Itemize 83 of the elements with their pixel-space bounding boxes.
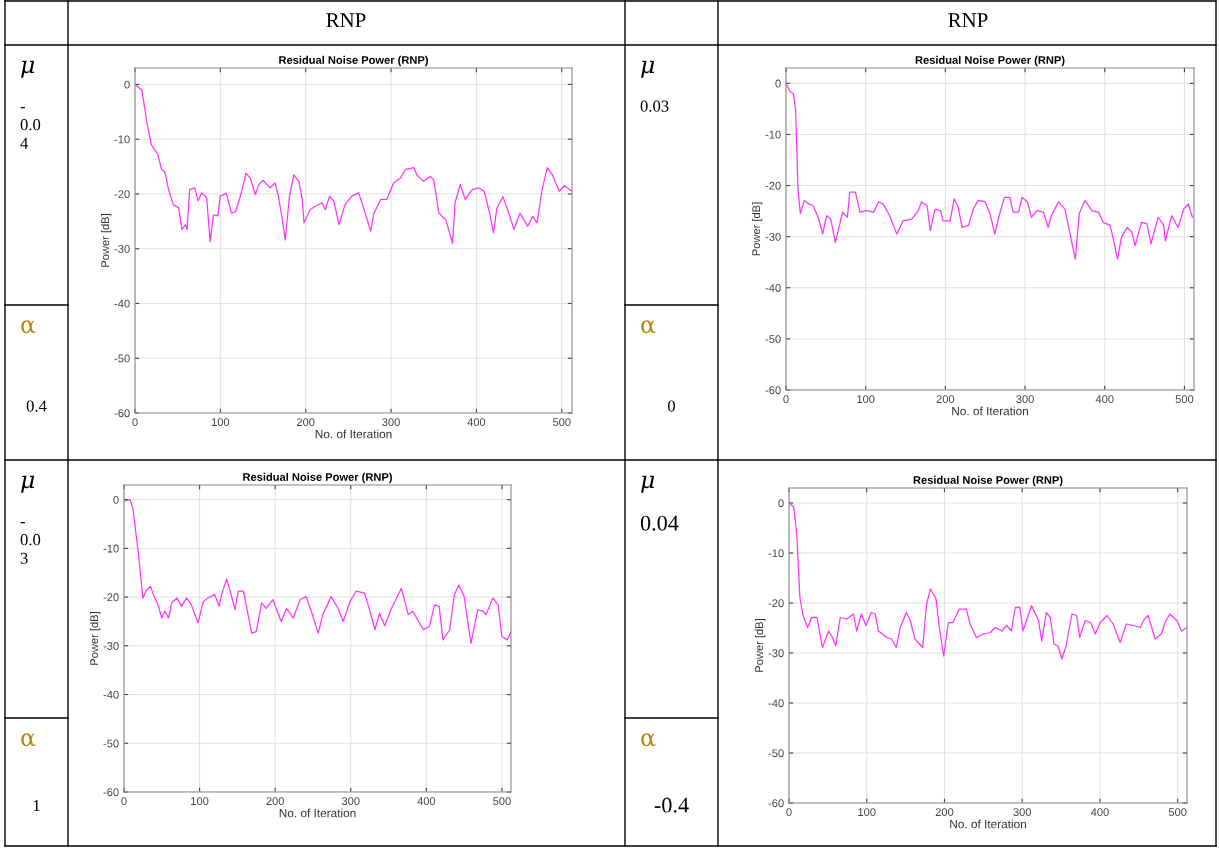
chart-title: Residual Noise Power (RNP) [243,472,392,484]
text: -0.4 [654,797,689,813]
text: - 0.0 3 [20,522,41,564]
y-tick-label: 0 [778,499,784,508]
x-tick-label: 0 [786,808,792,817]
x-tick-label: 100 [857,395,875,404]
x-tick-label: 300 [382,418,400,427]
x-tick-label: 300 [341,797,360,806]
x-axis-title: No. of Iteration [279,808,356,818]
x-tick-label: 200 [266,797,285,806]
x-tick-label: 200 [296,418,315,427]
y-tick-label: -10 [114,135,130,144]
chart-title: Residual Noise Power (RNP) [913,475,1063,487]
text: RNP [326,13,366,28]
x-tick-label: 500 [1168,808,1187,817]
line-series [786,82,1194,260]
y-tick-label: -40 [103,690,119,699]
text: 0.03 [640,100,669,112]
text: μ [21,475,35,493]
y-tick-label: -30 [103,642,119,650]
x-tick-label: 400 [1090,808,1109,817]
y-tick-label: -50 [103,739,119,748]
y-tick-label: -60 [765,386,781,395]
line-series [789,502,1187,660]
text: α [21,320,36,334]
text: μ [641,60,655,78]
x-tick-label: 100 [191,797,209,806]
chart-title: Residual Noise Power (RNP) [915,55,1065,67]
x-tick-label: 300 [1016,395,1034,404]
text: 0.4 [26,400,47,412]
y-tick-label: -50 [114,354,130,363]
y-axis-title: Power [dB] [100,214,112,267]
text: 0.04 [640,515,679,531]
x-axis-title: No. of Iteration [950,819,1026,829]
x-tick-label: 500 [1175,395,1194,404]
x-axis-title: No. of Iteration [952,406,1028,416]
y-tick-label: 0 [124,80,130,89]
x-tick-label: 100 [858,808,876,817]
y-tick-label: 0 [113,495,119,504]
text: RNP [948,13,988,28]
y-tick-label: -60 [114,409,130,418]
y-tick-label: -60 [103,788,119,797]
text: μ [21,60,35,78]
y-axis-title: Power [dB] [89,612,101,665]
y-tick-label: -50 [768,749,784,758]
y-tick-label: -10 [768,549,784,558]
y-tick-label: -30 [768,649,784,658]
y-tick-label: -10 [765,130,781,139]
y-tick-label: -20 [768,599,784,608]
y-tick-label: -30 [114,244,130,253]
x-tick-label: 400 [467,418,486,427]
y-tick-label: -20 [114,190,130,199]
x-tick-label: 300 [1013,808,1032,817]
y-tick-label: -40 [768,699,784,708]
y-tick-label: -10 [103,544,119,553]
text: - 0.0 4 [20,107,41,149]
y-tick-label: -30 [765,232,781,241]
y-tick-label: -20 [103,593,119,602]
y-tick-label: -60 [768,799,784,808]
x-axis-title: No. of Iteration [315,429,392,439]
y-axis-title: Power [dB] [751,202,763,256]
text: α [641,320,656,334]
x-tick-label: 200 [936,395,955,404]
y-tick-label: -40 [765,284,781,292]
x-tick-label: 400 [1095,395,1114,404]
y-tick-label: -20 [765,181,781,190]
x-tick-label: 400 [417,797,436,806]
line-series [124,498,511,644]
text: 1 [33,800,40,812]
text: α [21,733,36,747]
x-tick-label: 200 [935,808,954,817]
text: μ [641,475,655,493]
x-tick-label: 100 [211,418,230,427]
x-tick-label: 500 [493,797,511,806]
y-axis-title: Power [dB] [754,619,766,672]
text: α [641,733,656,747]
x-tick-label: 500 [552,418,571,427]
x-tick-label: 0 [132,418,138,427]
y-tick-label: -40 [114,299,130,308]
y-tick-label: 0 [775,79,781,88]
line-series [135,83,572,244]
chart-title: Residual Noise Power (RNP) [279,55,428,67]
y-tick-label: -50 [765,335,781,344]
